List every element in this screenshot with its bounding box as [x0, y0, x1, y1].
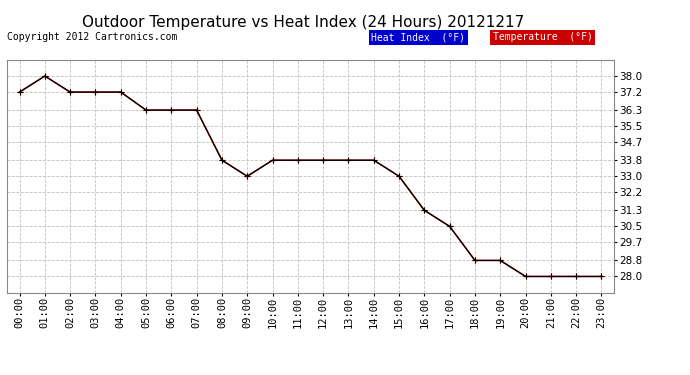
Text: Copyright 2012 Cartronics.com: Copyright 2012 Cartronics.com [7, 32, 177, 42]
Text: Outdoor Temperature vs Heat Index (24 Hours) 20121217: Outdoor Temperature vs Heat Index (24 Ho… [83, 15, 524, 30]
Text: Heat Index  (°F): Heat Index (°F) [371, 32, 465, 42]
Text: Temperature  (°F): Temperature (°F) [493, 32, 593, 42]
